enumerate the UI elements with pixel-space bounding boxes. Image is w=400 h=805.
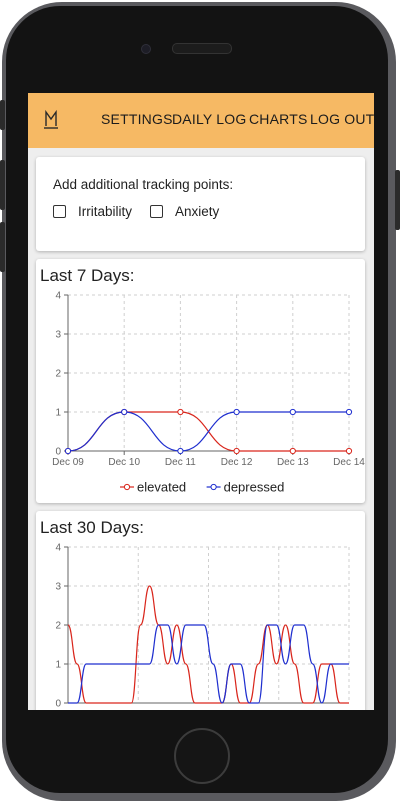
last-30-days-card: Last 30 Days: 0 1 2 3 4 [36, 511, 365, 710]
irritability-checkbox[interactable]: Irritability [53, 204, 132, 219]
y-tick-label: 4 [55, 543, 61, 554]
last-7-days-card: Last 7 Days: 0 1 2 3 4 Dec 09 Dec 10 Dec 11 Dec … [36, 259, 365, 503]
data-point-depressed [64, 447, 72, 455]
x-tick-label: Dec 13 [277, 457, 309, 468]
data-point-depressed [289, 408, 296, 416]
legend-label-depressed: depressed [224, 480, 285, 495]
y-tick-label: 1 [55, 660, 61, 671]
nav-daily-log-link[interactable]: DAILY LOG [172, 111, 247, 127]
nav-charts-link[interactable]: CHARTS [249, 111, 308, 127]
front-camera [141, 44, 151, 54]
x-tick-label: Dec 12 [221, 457, 253, 468]
data-point-elevated [177, 408, 184, 416]
legend-marker-depressed [210, 483, 217, 491]
data-point-depressed [345, 408, 353, 416]
y-tick-label: 3 [55, 582, 61, 593]
anxiety-label: Anxiety [175, 204, 220, 219]
x-tick-label: Dec 10 [108, 457, 140, 468]
legend-marker-elevated [123, 483, 131, 491]
tracking-title: Add additional tracking points: [53, 177, 234, 192]
y-tick-label: 4 [55, 291, 61, 302]
nav-log-out-link[interactable]: LOG OUT [310, 111, 374, 127]
x-tick-label: Dec 09 [52, 457, 84, 468]
tracking-options-card: Add additional tracking points: Irritabi… [36, 157, 365, 251]
y-tick-label: 0 [55, 447, 61, 458]
volume-up-button [0, 160, 5, 210]
y-tick-label: 0 [55, 699, 61, 710]
y-tick-label: 1 [55, 408, 61, 419]
m-logo-icon[interactable] [44, 109, 58, 129]
irritability-label: Irritability [78, 204, 133, 219]
legend-label-elevated: elevated [137, 480, 186, 495]
app-screen: SETTINGS DAILY LOG CHARTS LOG OUT Add ad… [28, 93, 374, 710]
x-tick-label: Dec 14 [333, 457, 365, 468]
checkbox-icon[interactable] [150, 205, 163, 218]
series-line-elevated [67, 585, 349, 704]
x-tick-label: Dec 11 [165, 457, 196, 468]
y-tick-label: 2 [55, 621, 61, 632]
chart-title-30-days: Last 30 Days: [40, 518, 144, 537]
chart-grid: 0 1 2 3 4 [55, 291, 350, 458]
nav-settings-link[interactable]: SETTINGS [101, 111, 173, 127]
data-point-depressed [177, 447, 184, 455]
anxiety-checkbox[interactable]: Anxiety [150, 204, 219, 219]
last-30-days-chart: 0 1 2 3 4 [55, 543, 350, 710]
volume-down-button [0, 222, 5, 272]
y-tick-label: 2 [55, 369, 61, 380]
last-7-days-chart: 0 1 2 3 4 Dec 09 Dec 10 Dec 11 Dec 12 Dec 13 Dec 1… [52, 291, 365, 495]
data-point-elevated [345, 447, 353, 455]
home-button[interactable] [174, 728, 230, 784]
top-nav-bar: SETTINGS DAILY LOG CHARTS LOG OUT [28, 93, 374, 148]
earpiece-speaker [172, 43, 232, 54]
chart-legend: elevated depressed [120, 480, 284, 495]
data-point-depressed [121, 408, 128, 416]
chart-title-7-days: Last 7 Days: [40, 266, 135, 285]
series-line-depressed [67, 624, 349, 704]
y-tick-label: 3 [55, 330, 61, 341]
checkbox-icon[interactable] [53, 205, 66, 218]
data-point-elevated [289, 447, 296, 455]
mute-switch [0, 100, 5, 130]
power-button [395, 170, 400, 230]
data-point-elevated [233, 447, 240, 455]
data-point-depressed [233, 408, 240, 416]
series-line-depressed [67, 411, 349, 452]
